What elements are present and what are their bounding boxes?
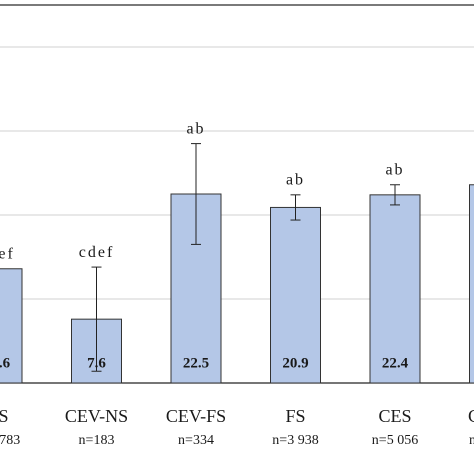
significance-letters: ab xyxy=(186,120,205,137)
x-tick-label: NS xyxy=(0,406,9,426)
value-label: 7.6 xyxy=(87,355,106,371)
value-label: 20.9 xyxy=(282,355,308,371)
sample-size: n=1 783 xyxy=(0,433,20,448)
x-tick-label: FS xyxy=(285,406,305,426)
value-label: 13.6 xyxy=(0,355,11,371)
significance-letters: ab xyxy=(286,172,305,189)
significance-letters: cdef xyxy=(79,244,115,261)
value-label: 22.5 xyxy=(183,355,209,371)
bar xyxy=(469,184,474,384)
significance-letters: cdef xyxy=(0,245,15,262)
plot-frame xyxy=(0,4,474,384)
sample-size: n xyxy=(469,433,474,448)
x-tick-label: CEV-FS xyxy=(166,406,226,426)
significance-letters: ab xyxy=(385,161,404,178)
sample-size: n=183 xyxy=(79,433,115,448)
bar xyxy=(0,268,23,384)
value-label: 22.4 xyxy=(382,355,409,371)
x-tick-label: CEV-NS xyxy=(65,406,128,426)
x-tick-label: CES xyxy=(378,406,411,426)
x-tick-label: C xyxy=(468,406,474,426)
sample-size: n=334 xyxy=(178,433,214,448)
sample-size: n=3 938 xyxy=(272,433,318,448)
sample-size: n=5 056 xyxy=(372,433,418,448)
